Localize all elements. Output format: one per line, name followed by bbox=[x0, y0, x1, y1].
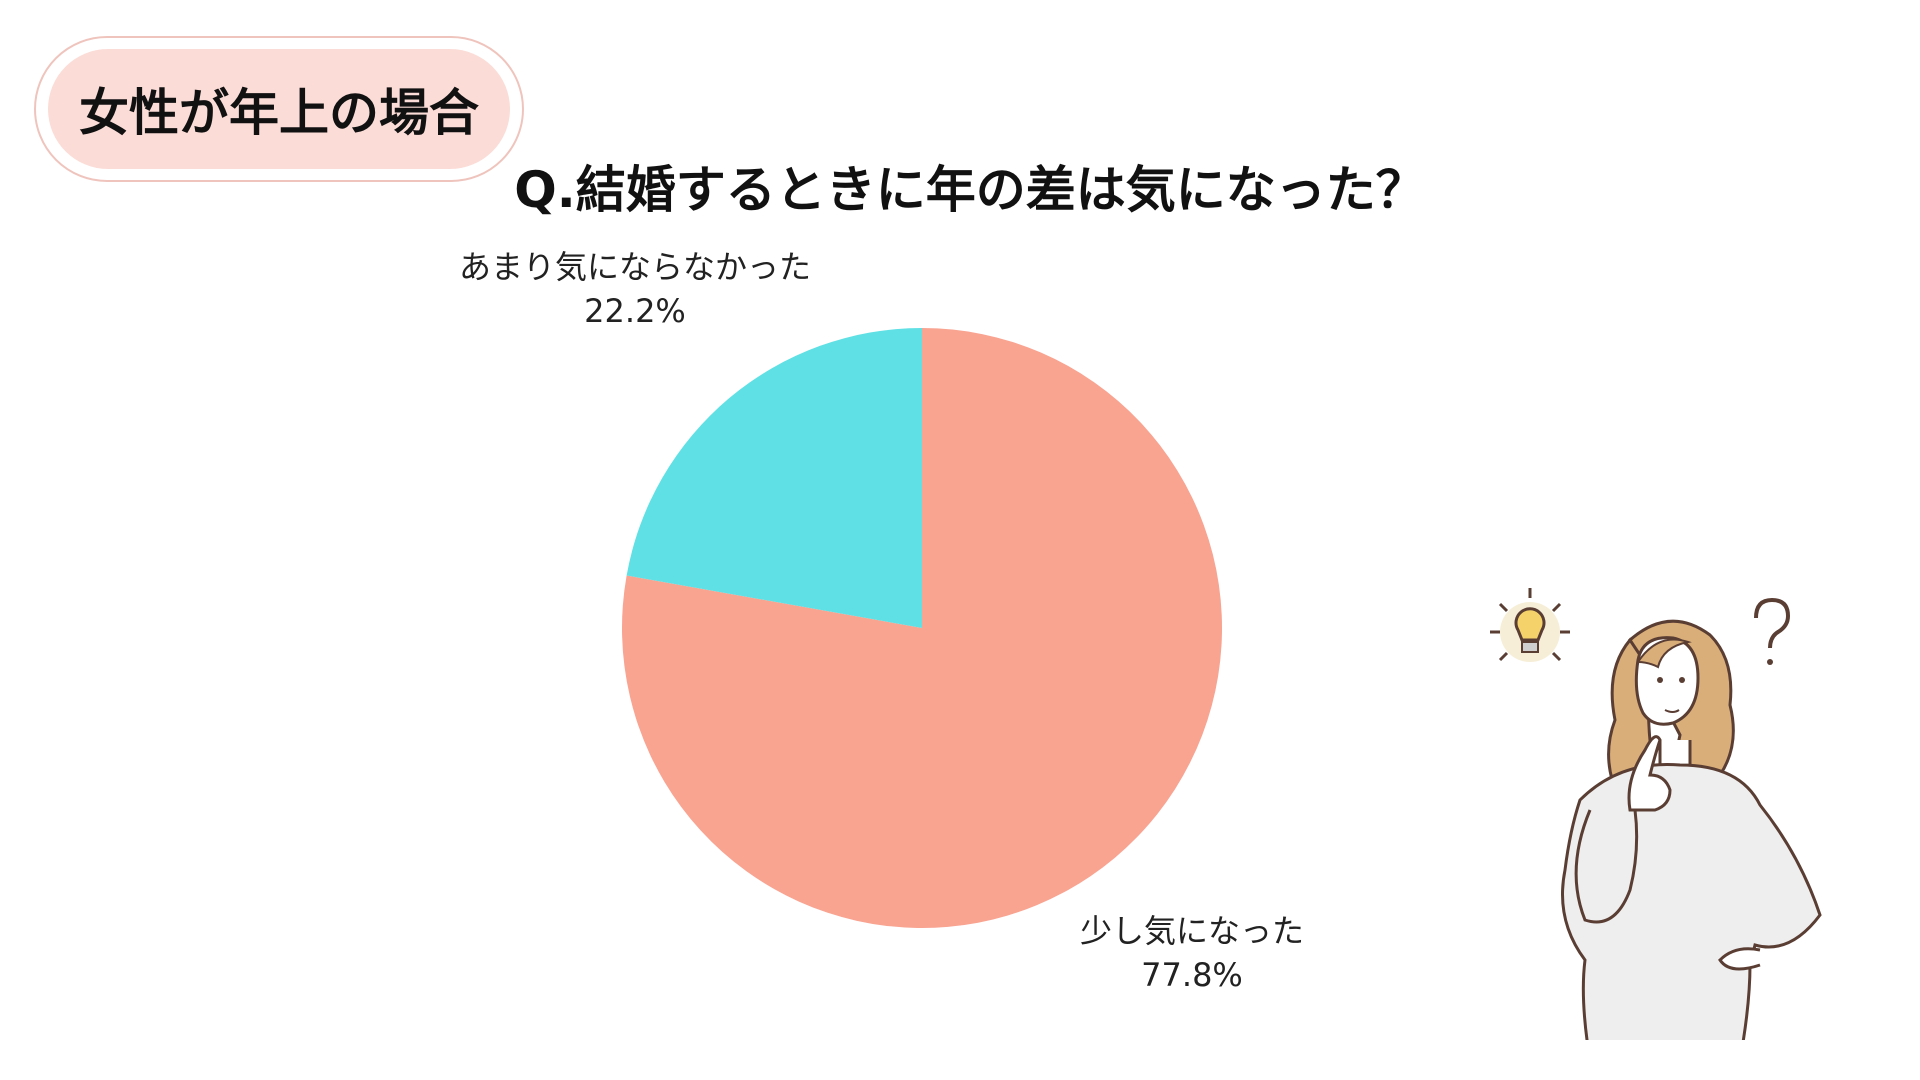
slice-percentage-label: 22.2% bbox=[584, 292, 686, 330]
pie-slice bbox=[621, 328, 1222, 928]
pie-slice bbox=[626, 328, 922, 628]
chart-title: Q.結婚するときに年の差は気になった？ bbox=[514, 161, 1426, 219]
slice-label: 少し気になった bbox=[1080, 912, 1304, 950]
thinking-woman-icon bbox=[1490, 588, 1822, 1040]
question-mark-icon bbox=[1754, 597, 1791, 649]
lightbulb-icon bbox=[1490, 588, 1570, 662]
slice-percentage-label: 77.8% bbox=[1141, 956, 1243, 994]
slice-label: あまり気にならなかった bbox=[459, 248, 811, 286]
category-badge: 女性が年上の場合 bbox=[34, 36, 524, 182]
category-badge-label: 女性が年上の場合 bbox=[48, 49, 510, 169]
